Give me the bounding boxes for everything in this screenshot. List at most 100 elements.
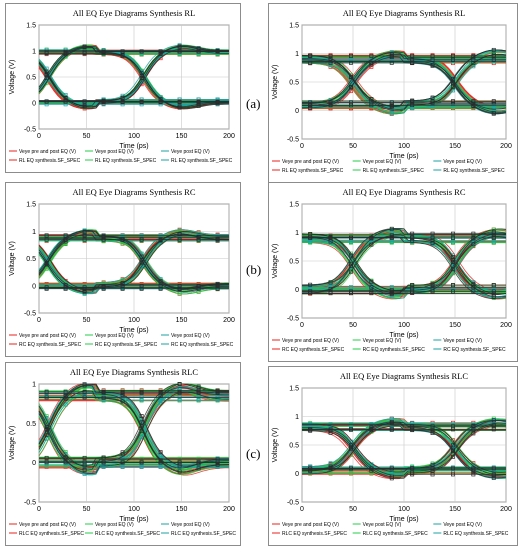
x-tick-label: 0	[300, 506, 304, 513]
legend-label: Veye post EQ (V)	[363, 159, 402, 165]
series-marker	[389, 111, 394, 116]
x-axis-label: Time (ps)	[119, 516, 148, 523]
series-marker	[328, 291, 333, 296]
chart-panel-b-left: All EQ Eye Diagrams Synthesis RC 0 50 100 15…	[5, 182, 241, 357]
series-marker	[44, 49, 49, 54]
series-marker	[349, 239, 353, 244]
series-marker	[82, 290, 87, 295]
series-trace-spec	[301, 421, 507, 476]
series-marker	[139, 464, 144, 469]
eye-diagram-chart: All EQ Eye Diagrams Synthesis RLC 0 50 100 1…	[272, 371, 512, 537]
legend-label: Veye pre and post EQ (V)	[19, 522, 76, 528]
series-marker	[451, 254, 455, 259]
chart-title: All EQ Eye Diagrams Synthesis RC	[342, 187, 465, 197]
series-marker	[451, 99, 455, 104]
y-tick-label: 0	[295, 108, 299, 115]
series-trace-spec	[301, 53, 507, 111]
y-tick-label: 0.5	[289, 443, 299, 450]
y-axis-label: Voltage (V)	[9, 60, 16, 95]
chart-panel-c-right: All EQ Eye Diagrams Synthesis RLC 0 50 100 1…	[268, 366, 518, 546]
series-marker	[451, 427, 455, 432]
series-marker	[158, 464, 163, 469]
series-trace-spec	[38, 45, 229, 93]
series-marker	[491, 239, 496, 244]
series-marker	[451, 239, 455, 244]
legend-label: RC EQ synthesis.SF_SPEC	[95, 342, 158, 348]
x-tick-label: 150	[449, 143, 461, 150]
series-trace-spec	[301, 423, 506, 473]
series-marker	[349, 427, 353, 432]
y-axis-label: Voltage (V)	[272, 428, 279, 463]
x-tick-label: 200	[500, 143, 512, 150]
legend-label: RL EQ synthesis.SF_SPEC	[443, 168, 505, 174]
series-trace-spec	[38, 230, 230, 290]
series-marker	[328, 54, 333, 58]
legend-label: RL EQ synthesis.SF_SPEC	[19, 158, 81, 164]
series-marker	[389, 231, 394, 236]
series-marker	[389, 54, 394, 58]
series-marker	[158, 454, 163, 459]
series-marker	[82, 49, 87, 54]
series-marker	[101, 237, 106, 242]
x-tick-label: 50	[83, 133, 91, 140]
series-marker	[430, 431, 435, 435]
chart-panel-b-right: All EQ Eye Diagrams Synthesis RC 0 50 100 15…	[268, 182, 518, 362]
x-tick-label: 100	[398, 322, 410, 329]
legend-label: Veye post EQ (V)	[443, 338, 482, 344]
series-marker	[328, 56, 333, 61]
legend-label: RC EQ synthesis.SF_SPEC	[443, 347, 506, 353]
series-marker	[491, 235, 496, 240]
series-marker	[410, 286, 415, 291]
series-marker	[63, 49, 68, 54]
series-trace-spec	[39, 234, 230, 289]
x-tick-label: 200	[223, 317, 235, 324]
series-marker	[44, 455, 49, 460]
panel-tag-c: (c)	[246, 446, 261, 461]
y-tick-label: 0.5	[26, 256, 36, 263]
legend-label: Veye post EQ (V)	[171, 333, 210, 339]
legend-label: RLC EQ synthesis.SF_SPEC	[95, 531, 160, 537]
x-tick-label: 0	[37, 506, 41, 513]
legend-label: Veye pre and post EQ (V)	[19, 333, 76, 339]
series-marker	[389, 239, 394, 244]
series-marker	[158, 97, 163, 102]
y-tick-label: -0.5	[24, 500, 36, 507]
series-marker	[430, 235, 435, 240]
legend-label: Veye post EQ (V)	[443, 522, 482, 528]
series-marker	[389, 226, 394, 231]
series-trace-spec	[38, 391, 230, 474]
series-marker	[120, 102, 125, 107]
series-marker	[328, 103, 333, 107]
y-axis-label: Voltage (V)	[272, 244, 279, 279]
x-tick-label: 50	[83, 506, 91, 513]
series-trace-spec	[38, 62, 229, 108]
y-tick-label: 1	[32, 229, 36, 236]
chart-title: All EQ Eye Diagrams Synthesis RLC	[340, 371, 469, 381]
y-tick-label: -0.5	[287, 137, 299, 144]
x-tick-label: 200	[223, 506, 235, 513]
legend-label: RLC EQ synthesis.SF_SPEC	[443, 531, 508, 537]
legend-label: RC EQ synthesis.SF_SPEC	[171, 342, 234, 348]
series-marker	[177, 100, 182, 105]
legend-label: Veye post EQ (V)	[363, 522, 402, 528]
legend-label: RL EQ synthesis.SF_SPEC	[363, 168, 425, 174]
series-marker	[451, 443, 455, 448]
legend-label: Veye pre and post EQ (V)	[282, 522, 339, 528]
series-marker	[44, 237, 49, 242]
panel-tag-a: (a)	[246, 96, 261, 111]
series-trace-spec	[39, 393, 229, 469]
series-marker	[451, 449, 455, 454]
series-marker	[63, 402, 68, 407]
x-axis-label: Time (ps)	[119, 327, 148, 334]
series-marker	[196, 237, 201, 242]
series-marker	[158, 450, 163, 455]
legend-label: Veye post EQ (V)	[171, 149, 210, 155]
x-tick-label: 0	[37, 317, 41, 324]
series-marker	[471, 469, 476, 474]
legend-label: Veye pre and post EQ (V)	[282, 159, 339, 165]
legend-label: Veye post EQ (V)	[443, 159, 482, 165]
chart-title: All EQ Eye Diagrams Synthesis RLC	[70, 367, 199, 377]
eye-diagram-chart: All EQ Eye Diagrams Synthesis RC 0 50 100 15…	[9, 187, 235, 348]
series-marker	[471, 104, 476, 109]
series-marker	[139, 71, 144, 76]
